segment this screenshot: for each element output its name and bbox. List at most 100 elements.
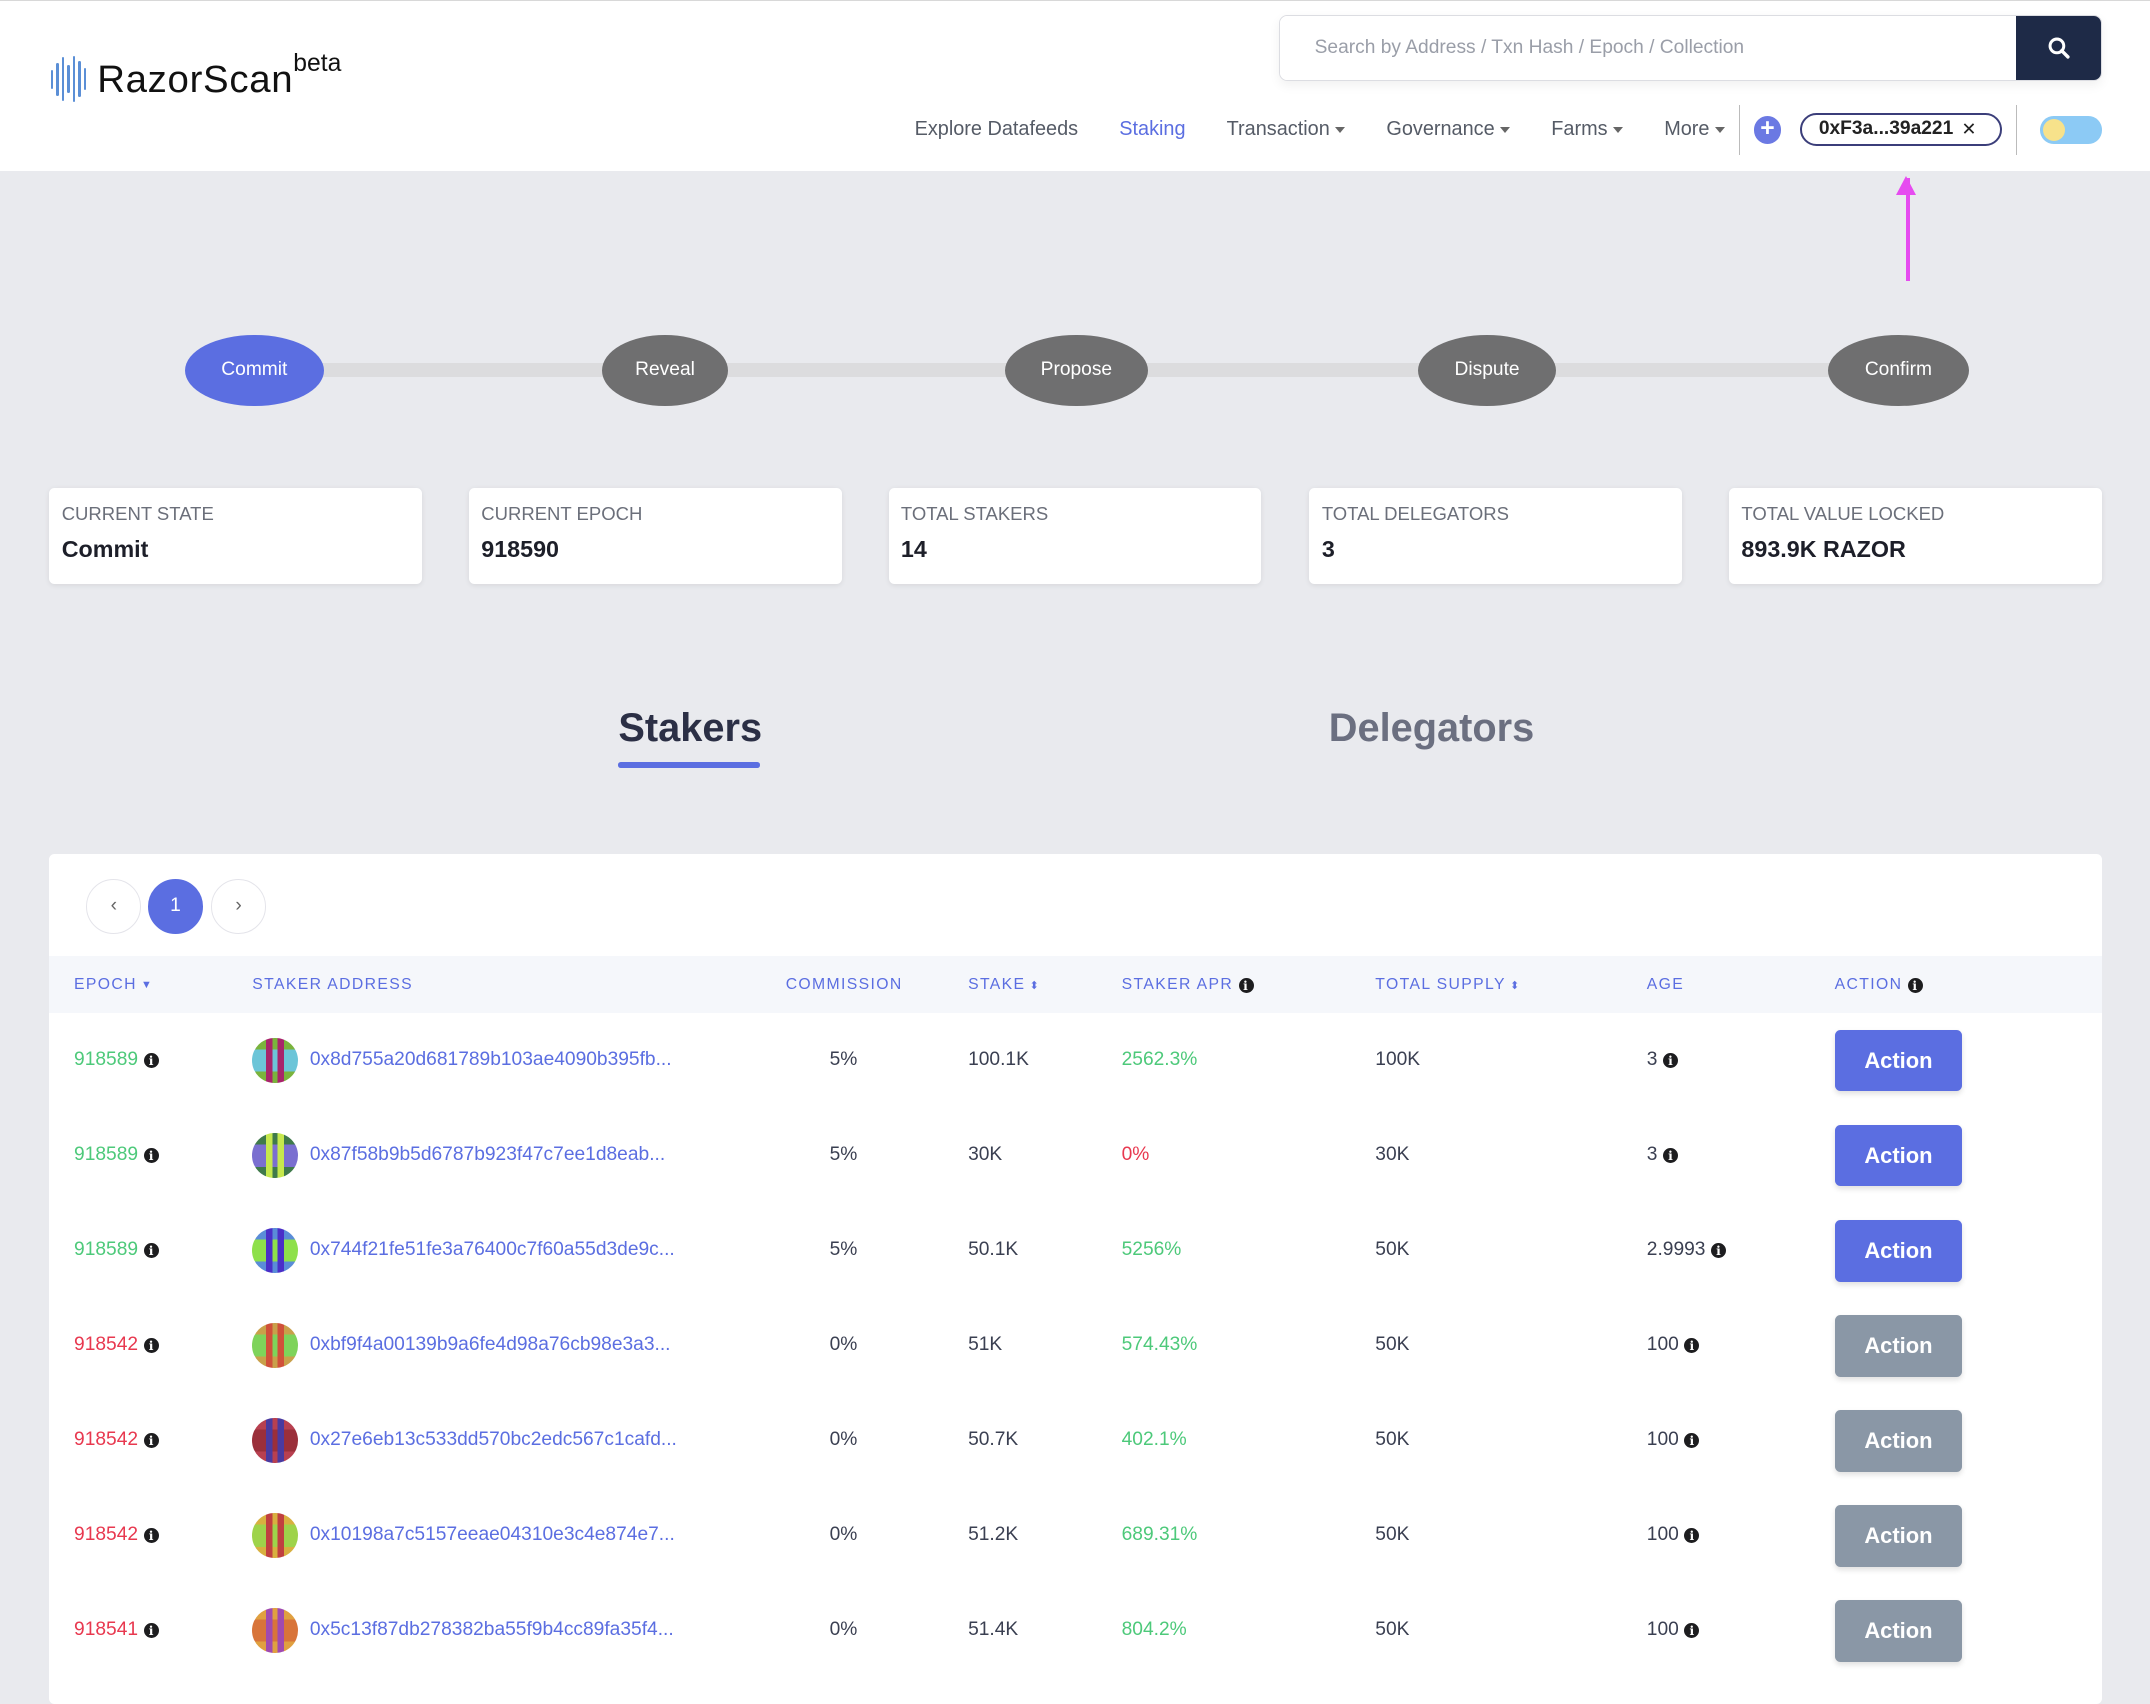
- stat-card-current-state: Current State Commit: [49, 488, 423, 585]
- action-button[interactable]: Action: [1834, 1504, 1963, 1567]
- stat-label: Total Stakers: [900, 503, 1049, 525]
- sort-icon: ⬍: [1509, 979, 1521, 992]
- staker-address-link[interactable]: 0x744f21fe51fe3a76400c7f60a55d3de9c...: [309, 1239, 675, 1261]
- info-icon[interactable]: i: [1710, 1242, 1727, 1258]
- staker-address-link[interactable]: 0xbf9f4a00139b9a6fe4d98a76cb98e3a3...: [309, 1334, 671, 1356]
- age-cell: 100 i: [1647, 1583, 1700, 1678]
- info-icon[interactable]: i: [143, 1052, 159, 1068]
- sun-icon: [2043, 118, 2066, 141]
- action-button[interactable]: Action: [1834, 1029, 1963, 1092]
- main-nav: Explore Datafeeds Staking Transaction Go…: [915, 116, 1725, 143]
- commission-cell: 0%: [829, 1429, 858, 1451]
- epoch-value: 918542: [74, 1429, 139, 1451]
- info-icon[interactable]: i: [1662, 1052, 1679, 1068]
- nav-transaction[interactable]: Transaction: [1227, 116, 1346, 143]
- theme-toggle[interactable]: [2040, 116, 2103, 144]
- action-button[interactable]: Action: [1834, 1124, 1963, 1187]
- info-icon[interactable]: i: [143, 1147, 159, 1163]
- tab-delegators[interactable]: Delegators: [1316, 706, 1546, 751]
- staker-address-link[interactable]: 0x87f58b9b5d6787b923f47c7ee1d8eab...: [309, 1144, 666, 1166]
- stat-card-current-epoch: Current Epoch 918590: [468, 488, 842, 585]
- info-icon[interactable]: i: [1238, 977, 1254, 993]
- info-icon[interactable]: i: [1684, 1622, 1700, 1638]
- stat-label: Current Epoch: [481, 503, 643, 525]
- info-icon[interactable]: i: [143, 1242, 159, 1258]
- info-icon[interactable]: i: [1684, 1432, 1700, 1448]
- wallet-address: 0xF3a...39a221: [1818, 118, 1954, 140]
- search-button[interactable]: [2016, 15, 2102, 80]
- razorscan-logo[interactable]: RazorScan beta: [50, 50, 341, 103]
- commission-cell: 0%: [829, 1619, 858, 1641]
- stat-card-total-value-locked: Total Value Locked 893.9K RAZOR: [1729, 488, 2103, 585]
- action-button[interactable]: Action: [1834, 1409, 1963, 1472]
- epoch-cell[interactable]: 918542 i: [74, 1393, 159, 1488]
- column-total-supply[interactable]: TOTAL SUPPLY ⬍: [1375, 976, 1520, 994]
- staker-avatar: [252, 1228, 298, 1274]
- info-icon[interactable]: i: [1907, 977, 1923, 993]
- nav-governance[interactable]: Governance: [1386, 116, 1511, 143]
- column-label: ACTION: [1834, 976, 1903, 994]
- column-epoch[interactable]: EPOCH ▼: [74, 976, 153, 994]
- info-icon[interactable]: i: [143, 1622, 159, 1638]
- epoch-cell[interactable]: 918541 i: [74, 1583, 159, 1678]
- column-stake[interactable]: STAKE ⬍: [968, 976, 1040, 994]
- age-cell: 100 i: [1647, 1488, 1700, 1583]
- info-icon[interactable]: i: [143, 1527, 159, 1543]
- total-supply-cell: 50K: [1375, 1429, 1410, 1451]
- logo-beta-badge: beta: [293, 49, 342, 77]
- table-row: 918589 i 0x8d755a20d681789b103ae4090b395fb…: [49, 1013, 2102, 1108]
- staker-apr-cell: 804.2%: [1121, 1619, 1187, 1641]
- pagination-next-button[interactable]: ›: [211, 878, 266, 934]
- commission-cell: 5%: [829, 1049, 858, 1071]
- epoch-cell[interactable]: 918542 i: [74, 1298, 159, 1393]
- action-button[interactable]: Action: [1834, 1219, 1963, 1282]
- column-staker-apr: STAKER APR i: [1122, 976, 1254, 994]
- nav-explore-datafeeds[interactable]: Explore Datafeeds: [915, 116, 1079, 143]
- epoch-cell[interactable]: 918542 i: [74, 1488, 159, 1583]
- staker-address-link[interactable]: 0x10198a7c5157eeae04310e3c4e874e7...: [309, 1524, 675, 1546]
- search-icon: [2048, 37, 2070, 59]
- staker-address-link[interactable]: 0x8d755a20d681789b103ae4090b395fb...: [309, 1049, 672, 1071]
- action-button[interactable]: Action: [1834, 1599, 1963, 1662]
- nav-farms[interactable]: Farms: [1551, 116, 1624, 143]
- staker-avatar: [252, 1133, 298, 1179]
- nav-label: Staking: [1119, 118, 1186, 141]
- info-icon[interactable]: i: [1684, 1527, 1700, 1543]
- disconnect-close-icon[interactable]: ✕: [1961, 119, 1977, 140]
- caret-down-icon: [1335, 126, 1346, 134]
- wallet-address-pill[interactable]: 0xF3a...39a221 ✕: [1800, 113, 2002, 147]
- caret-down-icon: [1613, 126, 1624, 134]
- stake-cell: 50.1K: [968, 1239, 1019, 1261]
- info-icon[interactable]: i: [143, 1337, 159, 1353]
- table-row: 918541 i 0x5c13f87db278382ba55f9b4cc89fa35…: [49, 1583, 2102, 1678]
- info-icon[interactable]: i: [1662, 1147, 1679, 1163]
- step-dispute: Dispute: [1417, 334, 1557, 406]
- epoch-cell[interactable]: 918589 i: [74, 1013, 159, 1108]
- staker-address-link[interactable]: 0x5c13f87db278382ba55f9b4cc89fa35f4...: [309, 1619, 674, 1641]
- column-staker-address: STAKER ADDRESS: [252, 976, 413, 994]
- stake-cell: 51.2K: [968, 1524, 1019, 1546]
- epoch-cell[interactable]: 918589 i: [74, 1108, 159, 1203]
- pagination-page-1[interactable]: 1: [148, 878, 203, 934]
- info-icon[interactable]: i: [1684, 1337, 1700, 1353]
- staker-apr-cell: 689.31%: [1121, 1524, 1198, 1546]
- pagination-prev-button[interactable]: ‹: [86, 878, 142, 934]
- epoch-cell[interactable]: 918589 i: [74, 1203, 159, 1298]
- staker-address-link[interactable]: 0x27e6eb13c533dd570bc2edc567c1cafd...: [309, 1429, 677, 1451]
- age-value: 3: [1646, 1049, 1658, 1071]
- info-icon[interactable]: i: [143, 1432, 159, 1448]
- stat-value: 893.9K RAZOR: [1741, 536, 1906, 563]
- commission-cell: 0%: [829, 1524, 858, 1546]
- add-token-plus-icon[interactable]: +: [1753, 116, 1782, 144]
- nav-more[interactable]: More: [1664, 116, 1725, 143]
- action-button[interactable]: Action: [1834, 1314, 1963, 1377]
- column-label: STAKER APR: [1121, 976, 1234, 994]
- tab-stakers[interactable]: Stakers: [618, 706, 762, 767]
- search-input[interactable]: [1280, 15, 2017, 80]
- column-label: COMMISSION: [785, 976, 903, 994]
- age-value: 3: [1646, 1144, 1658, 1166]
- epoch-value: 918589: [74, 1049, 139, 1071]
- table-row: 918542 i 0x27e6eb13c533dd570bc2edc567c1caf…: [49, 1393, 2102, 1488]
- nav-staking[interactable]: Staking: [1119, 116, 1185, 143]
